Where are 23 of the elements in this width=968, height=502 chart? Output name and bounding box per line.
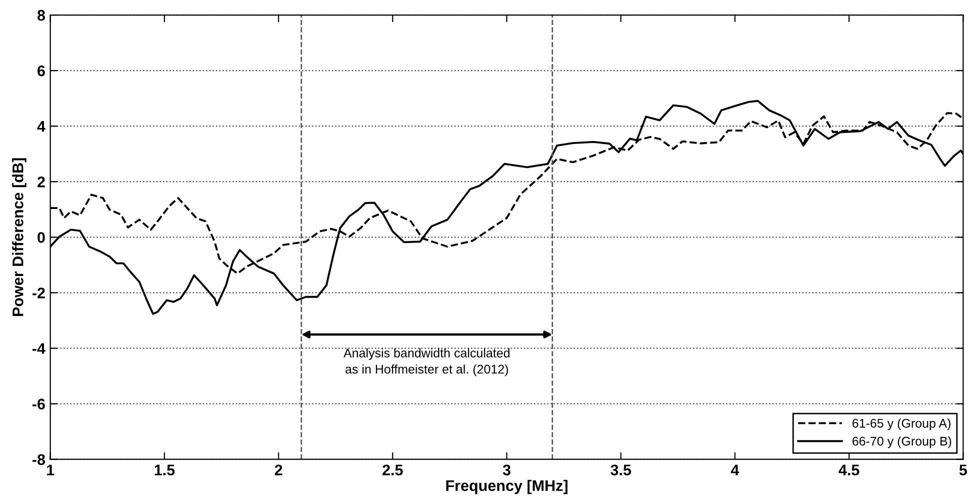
x-axis-title: Frequency [MHz] [446, 480, 568, 494]
y-tick-label: -4 [32, 343, 46, 354]
y-tick-label: -8 [32, 454, 46, 466]
legend-label: 66-70 y (Group B) [852, 436, 952, 448]
legend-label: 61-65 y (Group A) [852, 418, 950, 430]
x-tick-label: 2.5 [382, 464, 403, 476]
y-tick-label: 0 [38, 232, 45, 243]
y-tick-label: 4 [37, 121, 46, 132]
y-tick-label: -6 [32, 398, 45, 410]
x-tick-label: 3.5 [610, 464, 632, 476]
x-tick-label: 3 [502, 464, 510, 476]
x-tick-label: 2 [274, 464, 282, 476]
x-tick-label: 1.5 [154, 464, 175, 476]
y-tick-label: -2 [32, 288, 45, 298]
y-tick-label: 2 [38, 176, 45, 188]
y-tick-label: 8 [37, 10, 46, 21]
annotation: Analysis bandwidth calculated as in Hoffmeister et al. (2012) [344, 348, 510, 376]
x-tick-label: 4.5 [838, 464, 860, 476]
x-tick-label: 5 [959, 464, 967, 476]
x-tick-label: 1 [47, 464, 54, 476]
y-axis-title: Power Difference [dB] [12, 158, 26, 316]
x-tick-label: 4 [730, 464, 740, 476]
y-tick-label: 6 [38, 65, 45, 76]
